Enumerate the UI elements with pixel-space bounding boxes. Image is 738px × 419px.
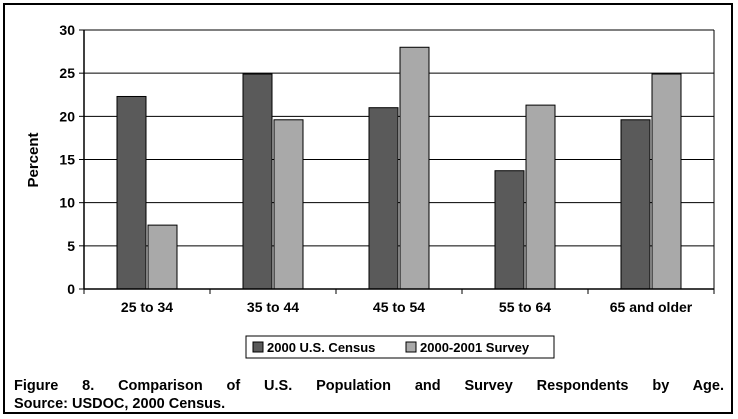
bar-survey [273,119,304,290]
axes [79,29,715,294]
y-axis-label: Percent [25,132,42,187]
bar-survey [651,73,682,290]
x-tick-label: 35 to 44 [247,299,299,315]
caption-line-2: Source: USDOC, 2000 Census. [14,396,226,412]
y-tick-label: 5 [67,238,75,254]
x-tick-label: 55 to 64 [499,299,551,315]
bar-survey [525,104,556,290]
bar-census [116,95,147,290]
y-tick-label: 10 [59,195,75,211]
x-tick-labels: 25 to 34 35 to 44 45 to 54 55 to 64 65 and o… [121,299,693,315]
y-tick-labels: 0 5 10 15 20 25 30 [59,22,75,297]
bar-census [242,73,273,290]
figure-caption: Figure 8. Comparison of U.S. Population … [14,377,724,413]
bar-census [620,119,651,290]
x-tick-label: 65 and older [610,299,693,315]
legend: 2000 U.S. Census 2000-2001 Survey [245,335,555,359]
bar-census [494,170,525,290]
bar-census [368,107,399,290]
y-tick-label: 0 [67,281,75,297]
y-tick-label: 15 [59,152,75,168]
x-tick-label: 45 to 54 [373,299,425,315]
legend-label: 2000 U.S. Census [267,340,375,355]
bars [116,46,682,290]
legend-swatch [405,341,417,353]
bar-survey [399,46,430,290]
gridlines [84,29,714,247]
x-tick-label: 25 to 34 [121,299,173,315]
y-tick-label: 25 [59,65,75,81]
y-tick-label: 20 [59,108,75,124]
bar-survey [147,224,178,290]
legend-box [245,335,555,359]
legend-label: 2000-2001 Survey [420,340,530,355]
y-tick-label: 30 [59,22,75,38]
caption-line-1: Figure 8. Comparison of U.S. Population … [14,378,724,394]
legend-swatch [252,341,264,353]
